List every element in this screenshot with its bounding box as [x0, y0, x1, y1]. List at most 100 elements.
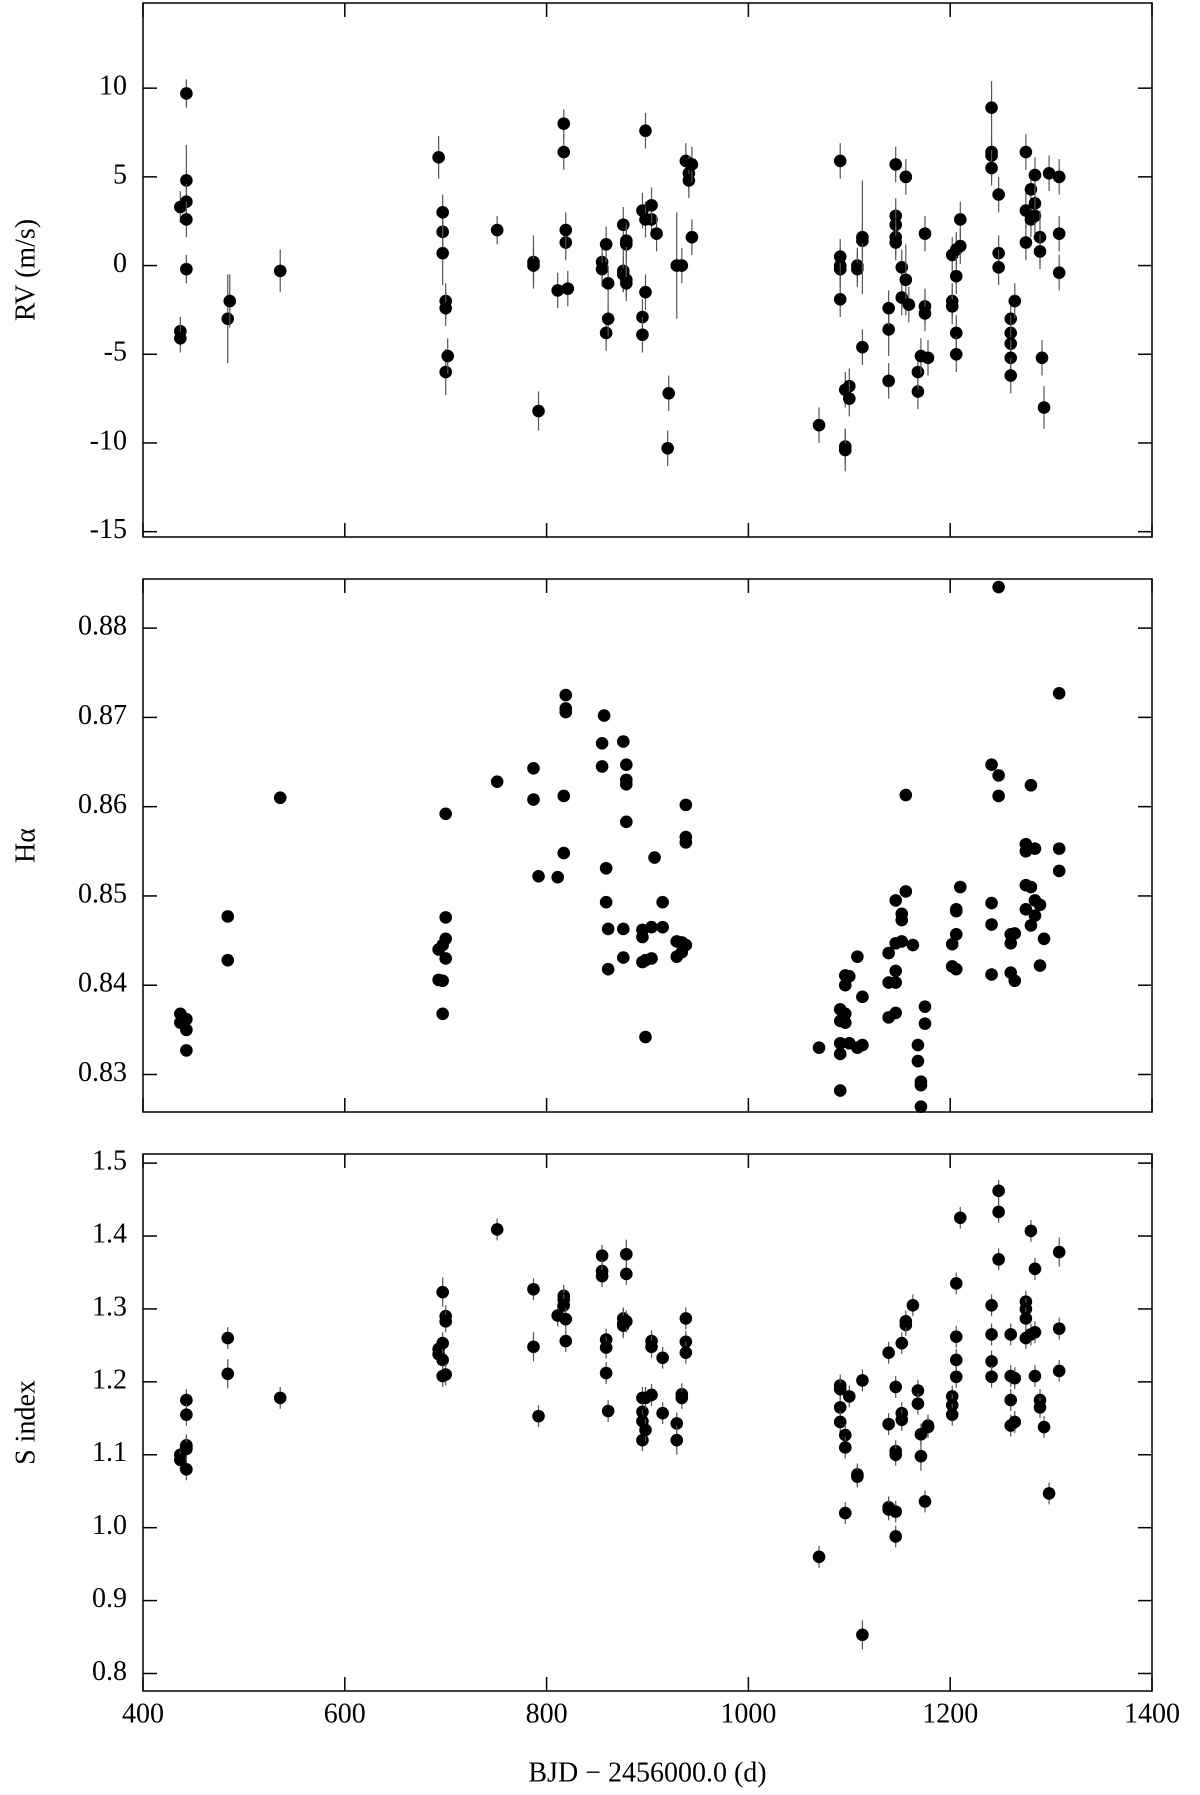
- data-point: [645, 1388, 658, 1402]
- data-point: [882, 301, 895, 315]
- data-point: [889, 1006, 903, 1020]
- data-point: [918, 227, 932, 240]
- data-point: [557, 145, 571, 159]
- data-point: [1052, 227, 1066, 240]
- data-point: [490, 223, 504, 237]
- data-point: [1004, 936, 1018, 950]
- data-point: [843, 392, 856, 405]
- data-point: [221, 953, 235, 967]
- data-point: [1024, 919, 1038, 932]
- data-point: [180, 1408, 193, 1421]
- data-point: [889, 976, 903, 989]
- y-tick-label: 1.5: [92, 1146, 127, 1177]
- data-point: [439, 365, 453, 379]
- data-point: [599, 1366, 613, 1380]
- data-point: [436, 1336, 449, 1350]
- data-point: [527, 761, 540, 775]
- data-point: [439, 911, 453, 924]
- data-point: [650, 227, 663, 240]
- data-point: [949, 962, 963, 976]
- data-point: [889, 964, 903, 978]
- data-point: [656, 1351, 669, 1365]
- y-tick-label: 1.4: [92, 1218, 127, 1249]
- data-point: [439, 932, 453, 946]
- y-axis-label: RV (m/s): [10, 219, 41, 321]
- data-point: [180, 213, 193, 226]
- data-point: [1037, 1420, 1051, 1434]
- data-point: [273, 791, 287, 805]
- data-point: [1028, 842, 1042, 855]
- data-point: [985, 1298, 998, 1312]
- data-point: [949, 1277, 963, 1290]
- data-point: [1019, 1312, 1033, 1325]
- data-point: [833, 1415, 847, 1429]
- data-point: [1035, 351, 1049, 365]
- data-point: [851, 262, 864, 276]
- data-point: [599, 237, 613, 251]
- data-point: [436, 1285, 449, 1299]
- data-point: [911, 385, 925, 398]
- data-point: [1004, 369, 1018, 382]
- data-point: [620, 234, 633, 248]
- data-point: [812, 418, 826, 432]
- data-point: [1028, 1325, 1042, 1339]
- data-point: [833, 292, 847, 306]
- y-tick-label: 0.86: [78, 789, 127, 820]
- data-point: [670, 1417, 684, 1430]
- data-point: [490, 1223, 504, 1236]
- data-point: [895, 261, 909, 274]
- x-tick-label: 600: [324, 1698, 366, 1729]
- data-point: [636, 930, 649, 944]
- data-point: [889, 1505, 903, 1518]
- data-point: [843, 1390, 856, 1403]
- data-point: [895, 1336, 909, 1350]
- data-point: [620, 1247, 633, 1261]
- data-point: [812, 1041, 826, 1055]
- data-point: [559, 688, 573, 702]
- data-point: [559, 1334, 573, 1348]
- y-tick-label: 0.9: [92, 1583, 127, 1614]
- data-point: [1008, 1371, 1022, 1385]
- y-tick-label: -5: [104, 337, 127, 368]
- data-point: [532, 1409, 545, 1423]
- data-point: [911, 365, 925, 379]
- data-point: [180, 1442, 193, 1456]
- data-point: [490, 775, 504, 788]
- data-point: [914, 1078, 928, 1092]
- data-point: [899, 170, 913, 184]
- data-point: [675, 1391, 689, 1405]
- data-point: [557, 789, 571, 803]
- data-point: [527, 259, 540, 272]
- data-point: [838, 1506, 852, 1520]
- data-point: [682, 174, 696, 187]
- data-point: [1033, 898, 1047, 912]
- data-point: [985, 1370, 998, 1384]
- data-point: [599, 326, 613, 340]
- data-point: [889, 1530, 903, 1543]
- data-point: [992, 769, 1005, 782]
- data-point: [1028, 1262, 1042, 1276]
- data-point: [949, 928, 963, 941]
- data-point: [856, 990, 869, 1004]
- data-point: [1033, 959, 1047, 972]
- data-point: [895, 907, 909, 921]
- data-point: [1052, 266, 1066, 279]
- y-tick-label: 0.85: [78, 878, 127, 909]
- data-point: [889, 1380, 903, 1394]
- y-tick-label: 1.1: [92, 1437, 127, 1468]
- x-tick-label: 800: [526, 1698, 568, 1729]
- data-point: [532, 404, 545, 418]
- data-point: [180, 174, 193, 187]
- data-point: [1008, 1415, 1022, 1429]
- plot-frame: [142, 578, 1153, 1113]
- y-tick-label: -10: [90, 425, 127, 456]
- data-point: [1052, 686, 1066, 700]
- data-point: [1008, 294, 1022, 308]
- data-point: [895, 935, 909, 948]
- data-point: [906, 938, 920, 952]
- data-point: [595, 1249, 609, 1263]
- data-point: [679, 830, 693, 844]
- data-point: [436, 246, 449, 260]
- data-point: [992, 580, 1005, 594]
- data-point: [679, 798, 693, 812]
